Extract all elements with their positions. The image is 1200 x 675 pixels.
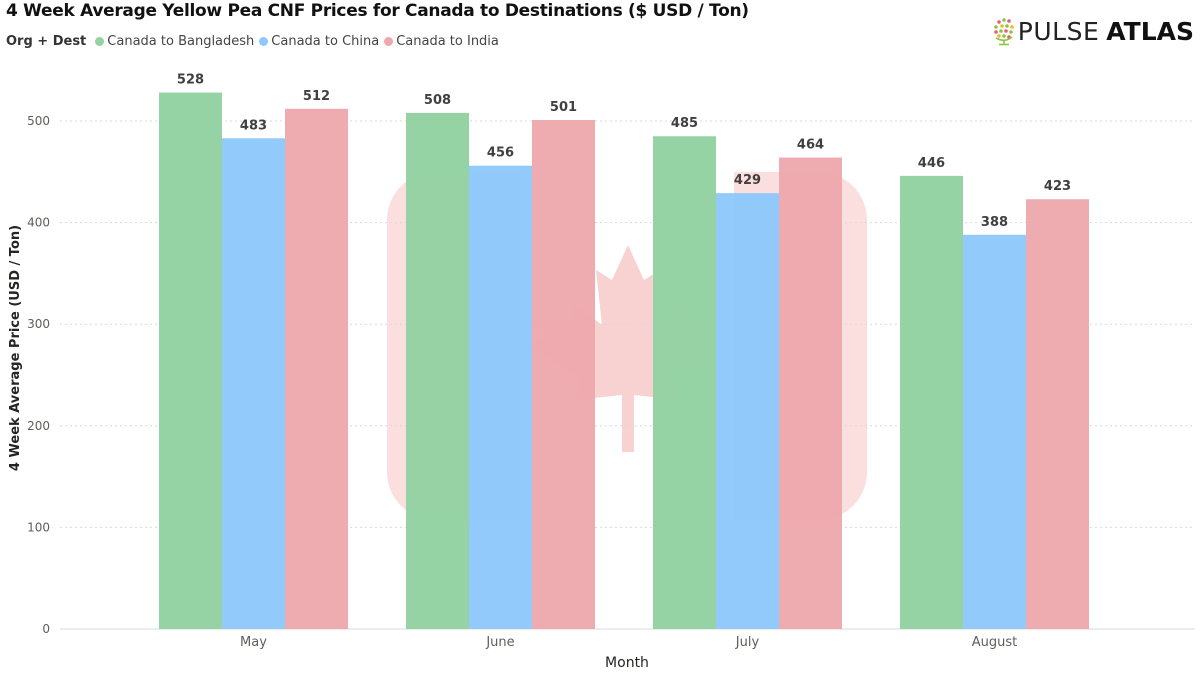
data-label: 485 (671, 116, 698, 131)
chart-title: 4 Week Average Yellow Pea CNF Prices for… (6, 1, 749, 21)
legend-label: Canada to Bangladesh (107, 34, 255, 49)
data-label: 446 (918, 156, 945, 171)
data-label: 512 (303, 89, 330, 104)
legend-dot-icon (384, 37, 394, 46)
x-tick-label: May (240, 635, 267, 650)
y-tick-label: 100 (27, 520, 50, 534)
y-tick-label: 300 (27, 317, 50, 331)
y-tick-label: 500 (27, 114, 50, 128)
bar-bangladesh-july[interactable] (653, 136, 716, 630)
data-label: 528 (177, 73, 204, 88)
data-label: 483 (240, 118, 267, 133)
legend-label: Canada to China (271, 34, 380, 49)
bar-india-july[interactable] (779, 157, 842, 630)
bar-india-june[interactable] (532, 119, 595, 629)
data-label: 388 (981, 215, 1008, 230)
data-label: 429 (734, 173, 761, 188)
legend-title: Org + Dest (6, 34, 87, 49)
data-label: 508 (424, 93, 451, 108)
y-tick-label: 400 (27, 216, 50, 230)
brand-logo: PULSE ATLAS (992, 16, 1194, 46)
bar-bangladesh-may[interactable] (159, 92, 222, 629)
bar-india-august[interactable] (1026, 199, 1089, 629)
x-tick-label: June (485, 635, 514, 650)
data-label: 464 (797, 138, 824, 153)
legend-item-china[interactable]: Canada to China (259, 34, 379, 49)
bar-india-may[interactable] (285, 108, 348, 630)
legend-item-bangladesh[interactable]: Canada to Bangladesh (95, 34, 254, 49)
bar-china-august[interactable] (963, 234, 1026, 630)
legend-dot-icon (259, 37, 269, 46)
x-tick-label: August (972, 635, 1018, 650)
x-tick-label: July (735, 635, 760, 650)
y-tick-label: 0 (42, 622, 50, 636)
x-axis-title: Month (605, 655, 649, 671)
legend: Org + Dest Canada to Bangladesh Canada t… (6, 34, 504, 49)
globe-dots-icon (993, 18, 1014, 46)
legend-label: Canada to India (396, 34, 499, 49)
data-label: 501 (550, 100, 577, 115)
legend-dot-icon (95, 37, 105, 46)
bar-china-june[interactable] (469, 165, 532, 630)
data-label: 456 (487, 146, 514, 161)
bar-bangladesh-august[interactable] (900, 175, 963, 629)
brand-name-light: PULSE (1017, 16, 1100, 46)
y-tick-label: 200 (27, 419, 50, 433)
legend-item-india[interactable]: Canada to India (384, 34, 499, 49)
bar-bangladesh-june[interactable] (406, 112, 469, 629)
bar-china-may[interactable] (222, 138, 285, 629)
brand-name-bold: ATLAS (1106, 16, 1194, 46)
y-axis-title: 4 Week Average Price (USD / Ton) (8, 225, 23, 471)
data-label: 423 (1044, 179, 1071, 194)
bar-china-july[interactable] (716, 193, 779, 630)
